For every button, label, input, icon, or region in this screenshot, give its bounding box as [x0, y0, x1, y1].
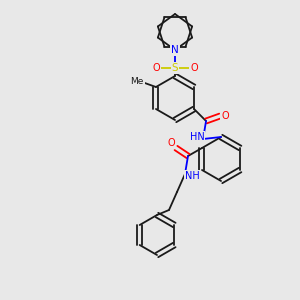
Text: N: N	[171, 45, 179, 55]
Text: Me: Me	[130, 77, 144, 86]
Text: HN: HN	[190, 132, 204, 142]
Text: O: O	[221, 111, 229, 121]
Text: NH: NH	[184, 171, 200, 181]
Text: O: O	[167, 138, 175, 148]
Text: S: S	[172, 63, 178, 73]
Text: O: O	[190, 63, 198, 73]
Text: O: O	[152, 63, 160, 73]
